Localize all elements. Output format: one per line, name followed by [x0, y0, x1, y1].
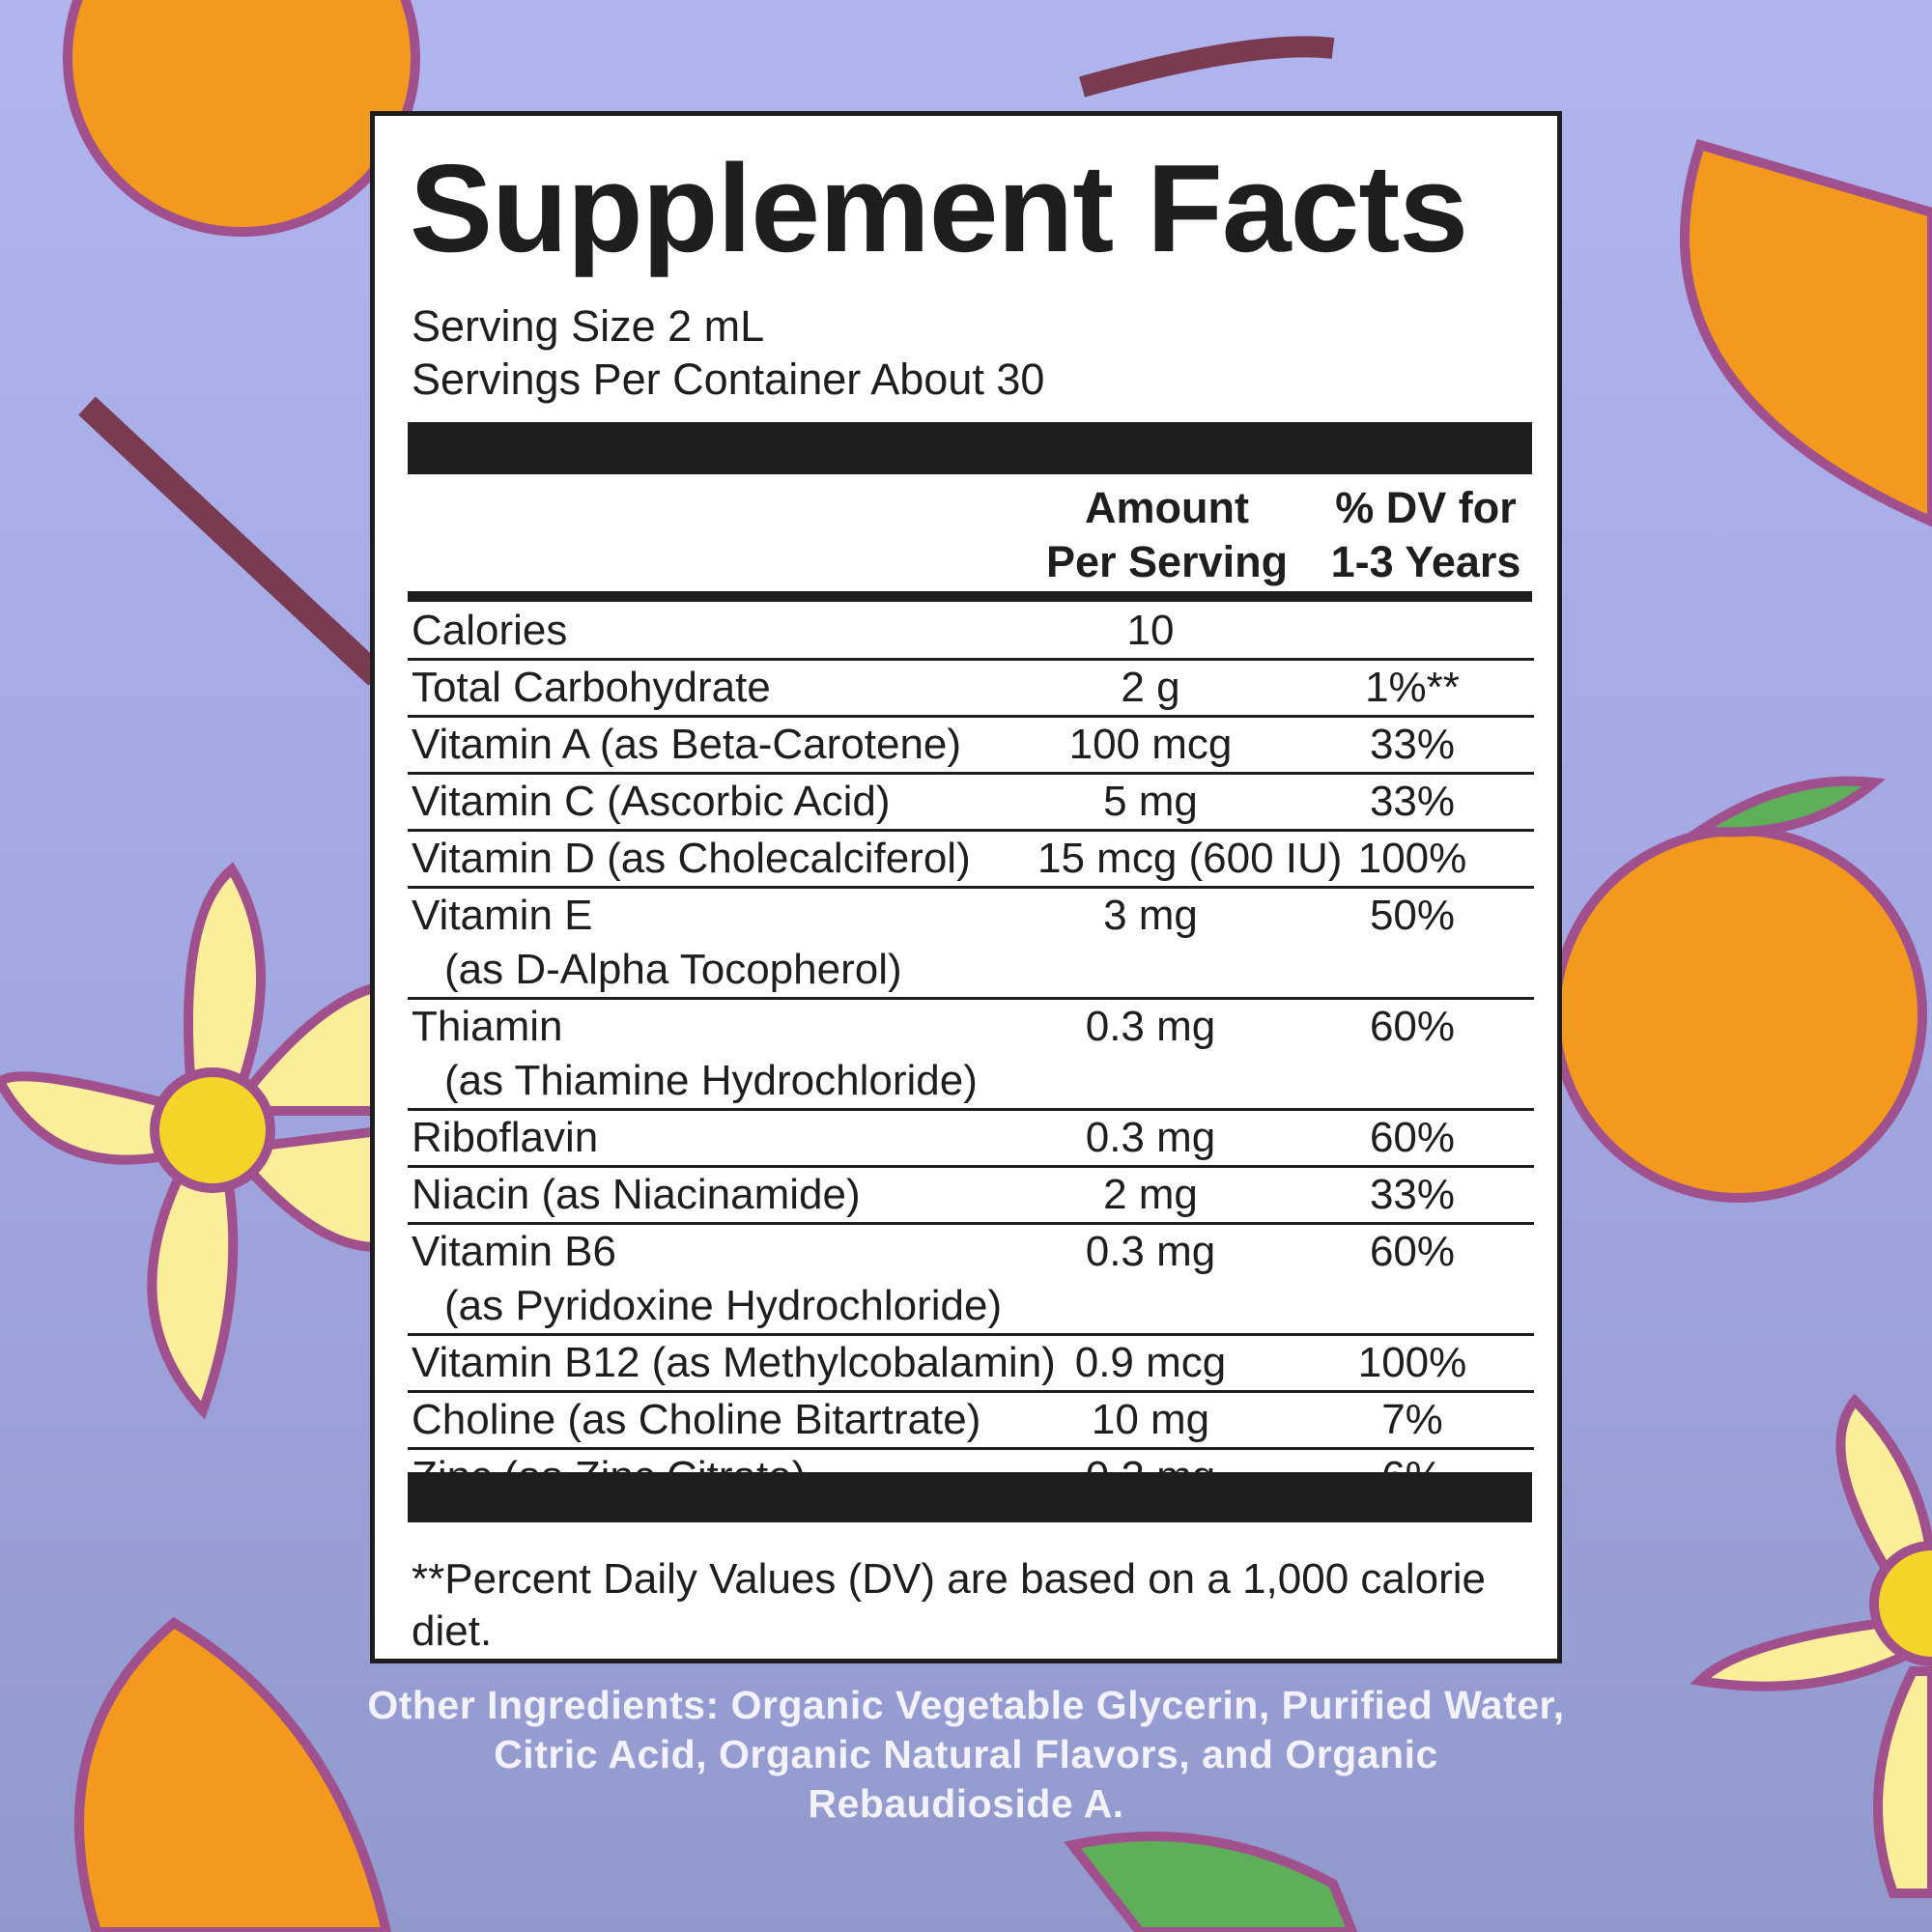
nutrient-daily-value: 60% — [1369, 1003, 1456, 1050]
leaf-illustration — [1686, 776, 1887, 838]
vanilla-pod-illustration — [78, 396, 385, 686]
nutrient-amount: 10 — [1126, 607, 1175, 654]
nutrient-table: Calories 10 Total Carbohydrate 2 g 1%** Vitam… — [408, 604, 1534, 1504]
table-row: Vitamin E (as D-Alpha Tocopherol) 3 mg 50% — [408, 889, 1534, 1000]
nutrient-name: Calories — [412, 607, 568, 654]
table-row: Calories 10 — [408, 604, 1534, 661]
nutrient-name: Vitamin B6 — [412, 1228, 616, 1275]
orange-slice-illustration — [1680, 138, 1932, 527]
nutrient-daily-value: 33% — [1369, 1171, 1456, 1218]
table-row: Total Carbohydrate 2 g 1%** — [408, 661, 1534, 718]
table-row: Vitamin C (Ascorbic Acid) 5 mg 33% — [408, 775, 1534, 832]
table-row: Thiamin (as Thiamine Hydrochloride) 0.3 mg… — [408, 1000, 1534, 1111]
nutrient-amount: 0.9 mcg — [1074, 1339, 1227, 1386]
nutrient-name: Vitamin D (as Cholecalciferol) — [412, 835, 971, 882]
nutrient-amount: 2 g — [1121, 664, 1180, 711]
table-row: Niacin (as Niacinamide) 2 mg 33% — [408, 1168, 1534, 1225]
table-row: Choline (as Choline Bitartrate) 10 mg 7% — [408, 1393, 1534, 1450]
supplement-facts-panel: Supplement Facts Serving Size 2 mL Servi… — [370, 111, 1562, 1663]
other-ingredients: Other Ingredients: Organic Vegetable Gly… — [367, 1683, 1565, 1826]
panel-title: Supplement Facts — [410, 139, 1468, 278]
top-divider-bar — [408, 422, 1532, 474]
nutrient-name: Total Carbohydrate — [412, 664, 771, 711]
nutrient-name: Choline (as Choline Bitartrate) — [412, 1396, 981, 1443]
bottom-divider-bar — [408, 1472, 1532, 1522]
nutrient-daily-value: 60% — [1369, 1228, 1456, 1275]
amount-header: Amount Per Serving — [1012, 481, 1321, 589]
nutrient-daily-value: 100% — [1357, 1339, 1467, 1386]
table-row: Riboflavin 0.3 mg 60% — [408, 1111, 1534, 1168]
nutrient-daily-value: 100% — [1357, 835, 1467, 882]
orange-illustration — [1550, 826, 1927, 1203]
nutrient-name: Vitamin B12 (as Methylcobalamin) — [412, 1339, 1056, 1386]
nutrient-daily-value: 33% — [1369, 778, 1456, 825]
amount-header-line2: Per Serving — [1045, 537, 1289, 586]
nutrient-source: (as Pyridoxine Hydrochloride) — [444, 1282, 1003, 1329]
table-row: Vitamin B6 (as Pyridoxine Hydrochloride) 0… — [408, 1225, 1534, 1336]
nutrient-name: Thiamin — [412, 1003, 563, 1050]
leaf-illustration — [1064, 1832, 1358, 1932]
nutrient-amount: 0.3 mg — [1085, 1114, 1216, 1161]
nutrient-daily-value: 1%** — [1365, 664, 1460, 711]
nutrient-name: Riboflavin — [412, 1114, 599, 1161]
nutrient-source: (as Thiamine Hydrochloride) — [444, 1057, 978, 1104]
amount-header-line1: Amount — [1085, 483, 1249, 532]
table-row: Vitamin B12 (as Methylcobalamin) 0.9 mcg 1… — [408, 1336, 1534, 1393]
footnote: **Percent Daily Values (DV) are based on… — [412, 1555, 1487, 1655]
table-row: Vitamin D (as Cholecalciferol) 15 mcg (60… — [408, 832, 1534, 889]
nutrient-name: Vitamin E — [412, 892, 593, 939]
serving-size: Serving Size 2 mL — [412, 301, 765, 351]
flower-illustration — [0, 862, 391, 1420]
nutrient-amount: 0.3 mg — [1085, 1003, 1216, 1050]
nutrient-daily-value: 7% — [1381, 1396, 1443, 1443]
flower-illustration — [1690, 1393, 1932, 1898]
vanilla-pod-illustration — [1079, 36, 1335, 98]
nutrient-source: (as D-Alpha Tocopherol) — [444, 946, 902, 993]
dv-header: % DV for 1-3 Years — [1271, 481, 1580, 589]
nutrient-amount: 2 mg — [1103, 1171, 1198, 1218]
nutrient-daily-value: 60% — [1369, 1114, 1456, 1161]
nutrient-amount: 100 mcg — [1068, 721, 1233, 768]
nutrient-name: Niacin (as Niacinamide) — [412, 1171, 861, 1218]
nutrient-name: Vitamin C (Ascorbic Acid) — [412, 778, 891, 825]
orange-illustration — [63, 0, 420, 237]
dv-header-line1: % DV for — [1335, 483, 1517, 532]
orange-slice-illustration — [74, 1616, 392, 1932]
nutrient-amount: 10 mg — [1091, 1396, 1210, 1443]
nutrient-daily-value: 50% — [1369, 892, 1456, 939]
nutrient-daily-value: 33% — [1369, 721, 1456, 768]
nutrient-amount: 0.3 mg — [1085, 1228, 1216, 1275]
table-row: Vitamin A (as Beta-Carotene) 100 mcg 33% — [408, 718, 1534, 775]
servings-per-container: Servings Per Container About 30 — [412, 355, 1045, 404]
nutrient-name: Vitamin A (as Beta-Carotene) — [412, 721, 962, 768]
nutrient-amount: 3 mg — [1103, 892, 1198, 939]
header-divider — [408, 591, 1532, 602]
nutrient-amount: 15 mcg (600 IU) — [1037, 835, 1343, 882]
dv-header-line2: 1-3 Years — [1330, 537, 1521, 586]
nutrient-amount: 5 mg — [1103, 778, 1198, 825]
